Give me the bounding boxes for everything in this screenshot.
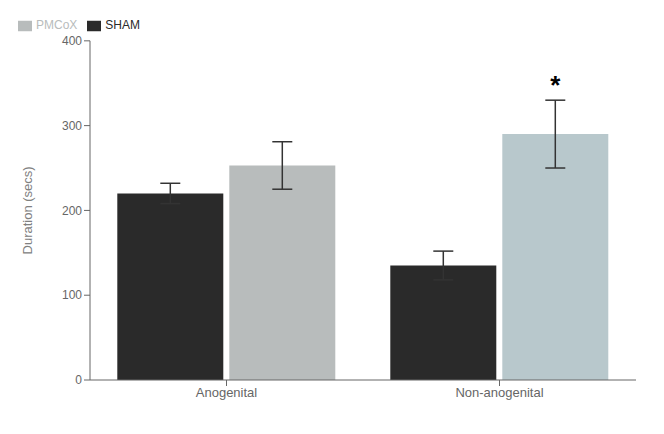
svg-text:100: 100 [62, 288, 82, 302]
svg-text:0: 0 [75, 373, 82, 387]
svg-text:200: 200 [62, 204, 82, 218]
svg-text:Anogenital: Anogenital [196, 385, 258, 400]
svg-text:*: * [550, 70, 561, 100]
svg-text:300: 300 [62, 119, 82, 133]
html-text:SHAM: SHAM [105, 18, 140, 32]
html-text:PMCoX: PMCoX [36, 18, 78, 32]
svg-text:Non-anogenital: Non-anogenital [455, 385, 543, 400]
svg-text:Duration (secs): Duration (secs) [20, 166, 35, 254]
svg-text:400: 400 [62, 34, 82, 48]
